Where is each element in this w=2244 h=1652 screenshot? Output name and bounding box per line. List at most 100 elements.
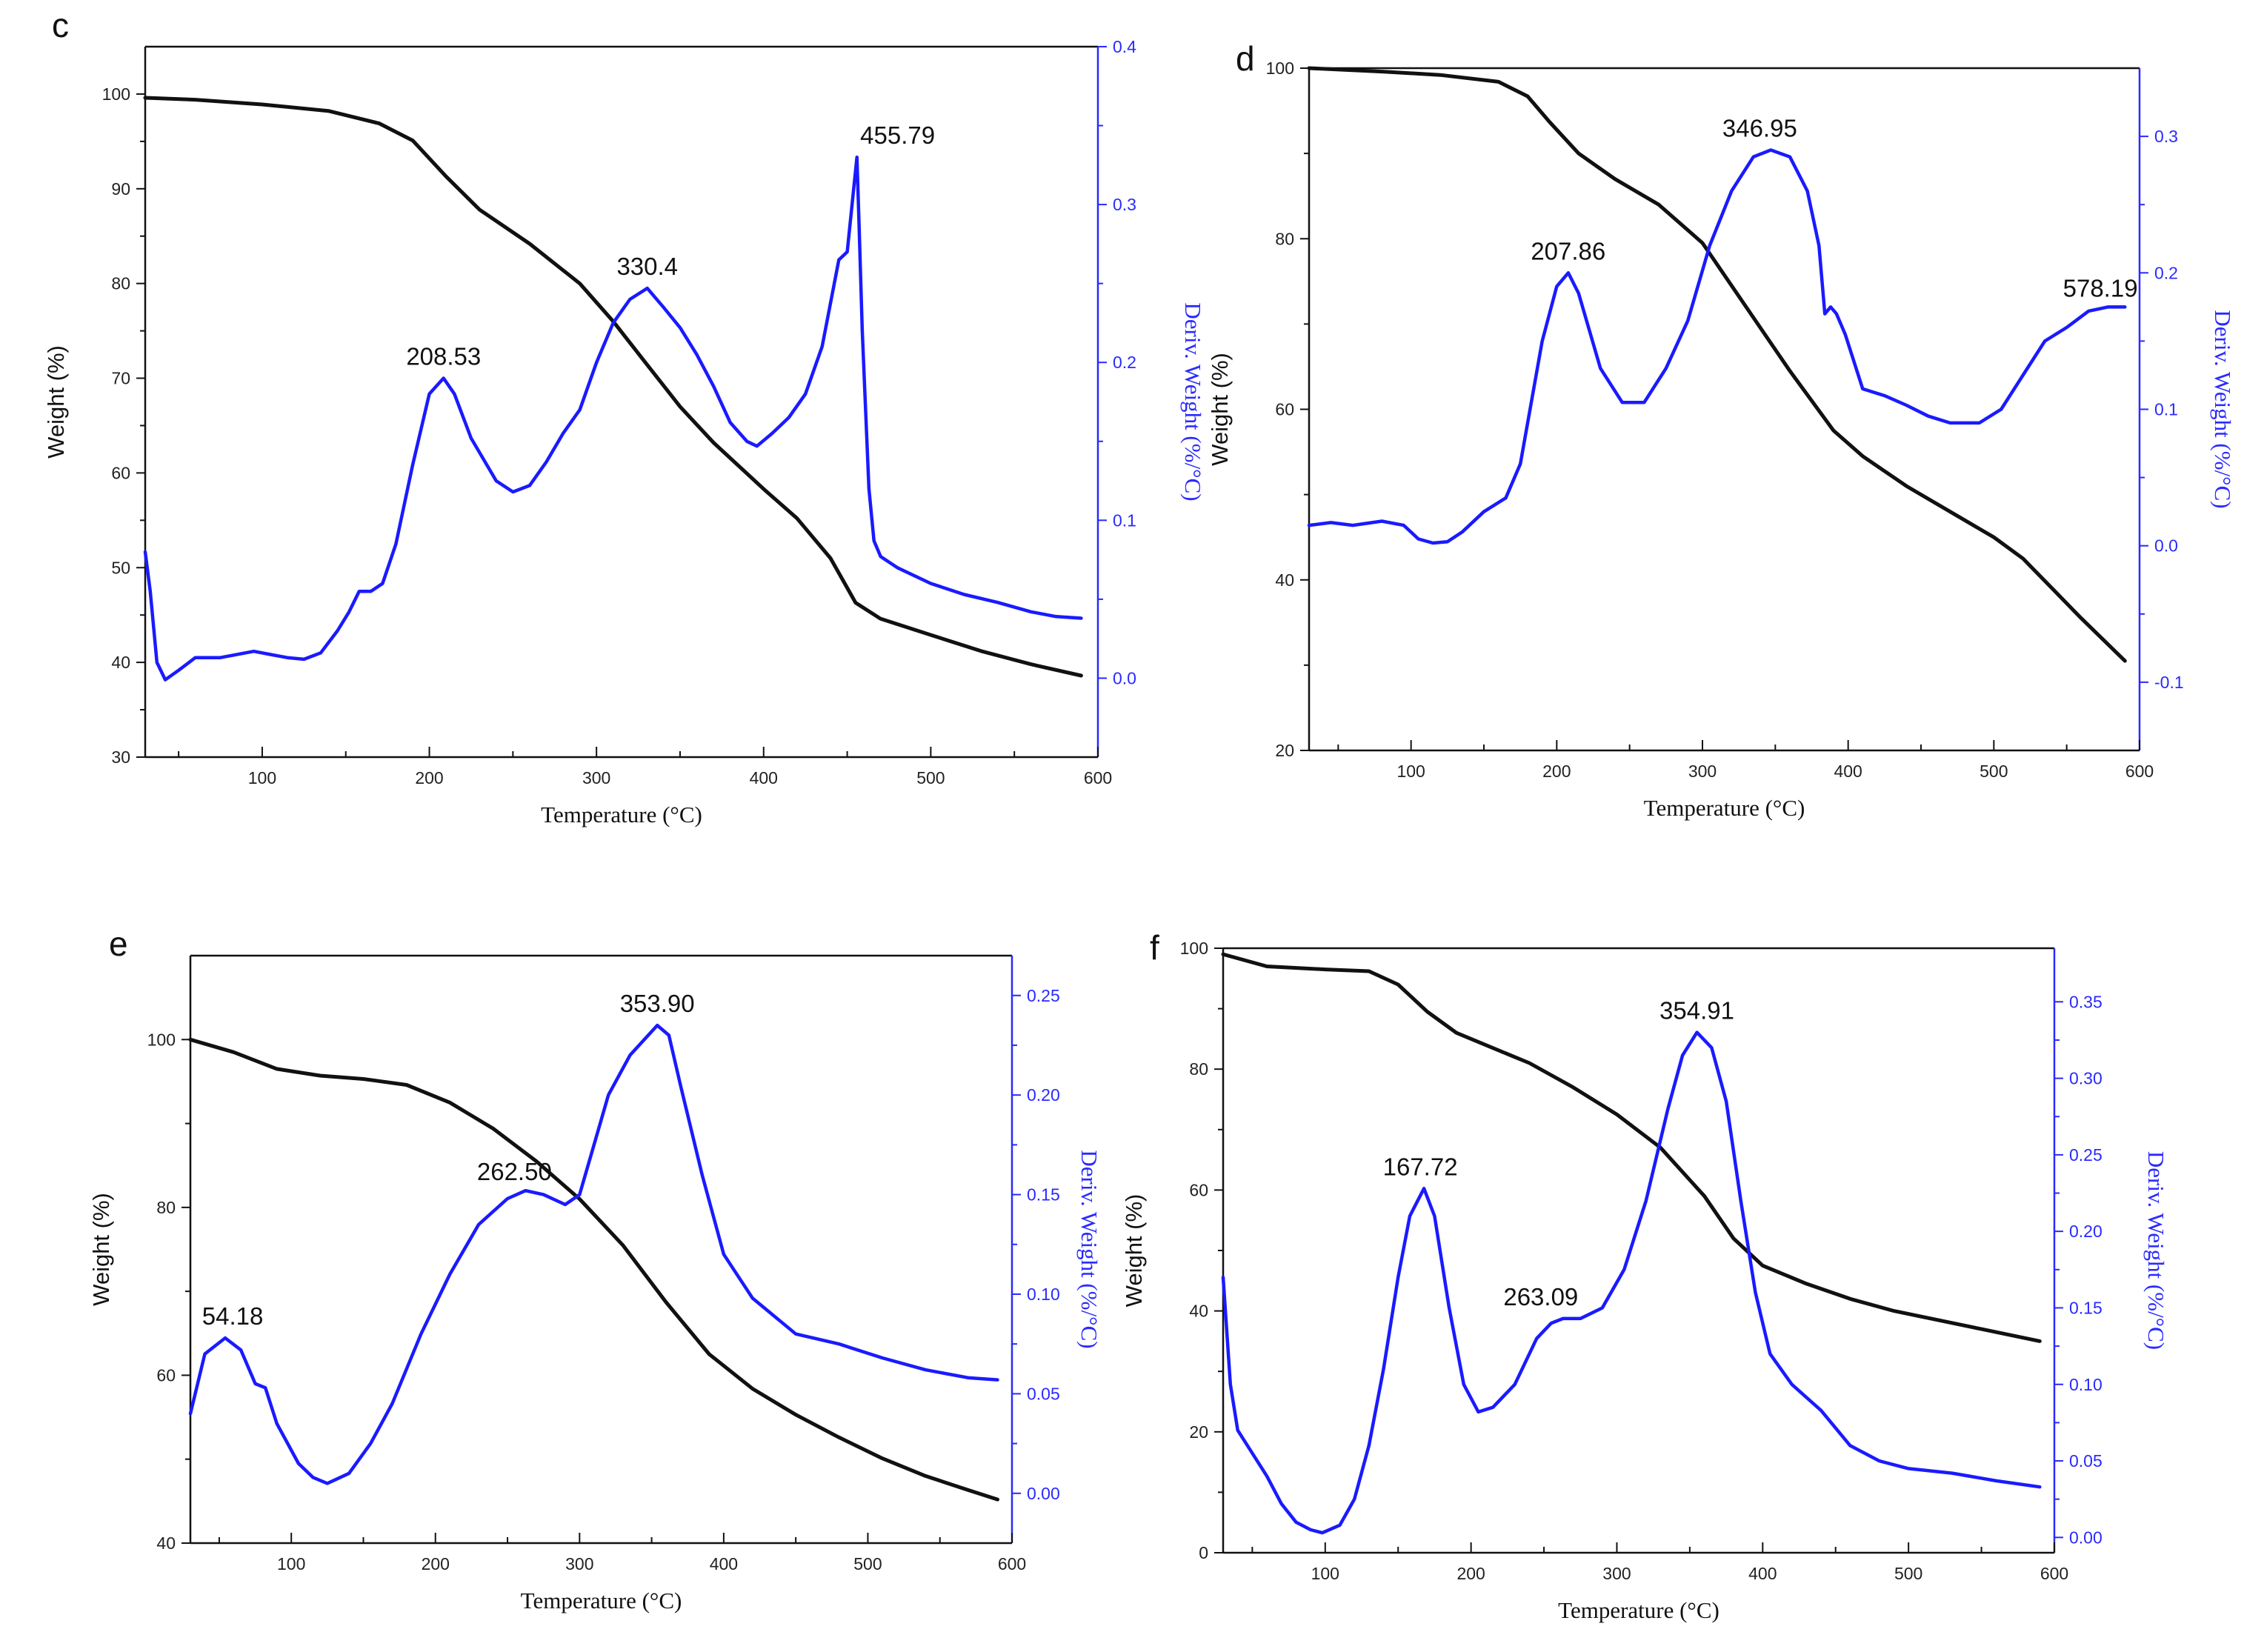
- y-right-tick-label: 0.15: [2069, 1298, 2102, 1317]
- peak-annotation: 354.91: [1659, 997, 1734, 1025]
- x-tick-label: 400: [1748, 1564, 1777, 1583]
- y-right-axis-title: Deriv. Weight (%/°C): [2210, 310, 2236, 508]
- peak-annotation: 263.09: [1503, 1283, 1578, 1310]
- y-left-tick-label: 30: [111, 747, 130, 767]
- y-right-tick-label: 0.30: [2069, 1069, 2102, 1088]
- weight-curve: [188, 1037, 999, 1502]
- x-axis-title: Temperature (°C): [541, 802, 702, 827]
- x-tick-label: 100: [1311, 1564, 1339, 1583]
- y-right-tick-label: 0.0: [2154, 536, 2178, 556]
- y-left-tick-label: 20: [1189, 1422, 1208, 1442]
- y-right-tick-label: 0.3: [1113, 195, 1136, 214]
- x-tick-label: 200: [1456, 1564, 1485, 1583]
- peak-annotation: 578.19: [2063, 274, 2138, 302]
- x-tick-label: 600: [1084, 768, 1112, 787]
- y-left-tick-label: 90: [111, 179, 130, 199]
- y-left-axis-title: Weight (%): [1121, 1194, 1147, 1308]
- y-right-tick-label: 0.2: [2154, 263, 2178, 282]
- peak-annotation: 262.50: [477, 1158, 552, 1185]
- deriv-weight-curve: [1307, 148, 2127, 545]
- y-right-tick-label: 0.4: [1113, 37, 1136, 56]
- x-tick-label: 600: [998, 1554, 1026, 1573]
- chart-panel-f: f 100 200 300 400 500 600 0 20 40 60 80 100 0.00 0.05 0…: [1121, 928, 2169, 1623]
- deriv-weight-curve: [188, 1023, 999, 1485]
- y-right-tick-label: -0.1: [2154, 673, 2184, 692]
- y-right-axis-title: Deriv. Weight (%/°C): [1076, 1150, 1102, 1348]
- y-right-tick-label: 0.15: [1027, 1185, 1060, 1205]
- y-left-tick-label: 60: [111, 463, 130, 482]
- y-left-axis-title: Weight (%): [43, 345, 69, 459]
- x-axis-title: Temperature (°C): [1644, 795, 1805, 821]
- chart-panel-c: c 100 200 300 400 500 600 30 40 50 60 70 80 90 100 0.0 0…: [43, 6, 1206, 827]
- x-tick-label: 300: [565, 1554, 593, 1573]
- y-left-tick-label: 60: [156, 1365, 176, 1385]
- x-tick-label: 500: [853, 1554, 882, 1573]
- y-right-tick-label: 0.0: [1113, 668, 1136, 687]
- x-tick-label: 600: [2040, 1564, 2068, 1583]
- panel-label-e: e: [109, 925, 128, 963]
- y-left-axis-title: Weight (%): [88, 1193, 114, 1306]
- y-right-tick-label: 0.10: [1027, 1285, 1060, 1304]
- y-right-tick-label: 0.20: [1027, 1085, 1060, 1105]
- panel-label-d: d: [1236, 39, 1255, 78]
- weight-curve: [1307, 66, 2127, 663]
- deriv-weight-curve: [1221, 1030, 2042, 1535]
- y-left-tick-label: 40: [1189, 1302, 1208, 1321]
- peak-annotation: 208.53: [406, 343, 481, 370]
- y-left-tick-label: 0: [1199, 1543, 1208, 1562]
- y-left-tick-label: 40: [1275, 570, 1294, 590]
- y-left-tick-label: 60: [1275, 400, 1294, 419]
- y-left-tick-label: 40: [156, 1533, 176, 1553]
- y-right-tick-label: 0.05: [2069, 1451, 2102, 1471]
- x-tick-label: 500: [1894, 1564, 1922, 1583]
- y-right-tick-label: 0.00: [1027, 1484, 1060, 1503]
- x-axis-title: Temperature (°C): [1558, 1597, 1719, 1623]
- x-tick-label: 400: [710, 1554, 738, 1573]
- y-left-tick-label: 100: [1180, 939, 1208, 958]
- chart-panel-d: d 100 200 300 400 500 600 20 40 60 80 100 -0.1 0.0 0.1…: [1207, 39, 2236, 821]
- x-tick-label: 500: [1980, 762, 2008, 781]
- y-right-tick-label: 0.10: [2069, 1375, 2102, 1394]
- peak-annotation: 353.90: [620, 990, 695, 1017]
- x-tick-label: 100: [248, 768, 276, 787]
- y-right-tick-label: 0.35: [2069, 992, 2102, 1011]
- panel-label-f: f: [1150, 928, 1159, 967]
- y-right-tick-label: 0.20: [2069, 1222, 2102, 1241]
- y-left-tick-label: 100: [1266, 59, 1294, 78]
- y-right-axis-title: Deriv. Weight (%/°C): [1180, 302, 1206, 501]
- x-tick-label: 300: [582, 768, 610, 787]
- y-right-axis-title: Deriv. Weight (%/°C): [2143, 1151, 2169, 1350]
- y-left-tick-label: 80: [1189, 1059, 1208, 1079]
- peak-annotation: 346.95: [1722, 115, 1797, 142]
- panel-label-c: c: [52, 6, 69, 44]
- x-tick-label: 200: [1542, 762, 1571, 781]
- peak-annotation: 167.72: [1383, 1153, 1458, 1180]
- peak-annotation: 207.86: [1531, 237, 1605, 264]
- y-right-tick-label: 0.05: [1027, 1384, 1060, 1403]
- x-tick-label: 100: [1396, 762, 1425, 781]
- peak-annotation: 330.4: [616, 253, 678, 280]
- y-left-tick-label: 50: [111, 558, 130, 577]
- y-left-tick-label: 60: [1189, 1180, 1208, 1199]
- x-tick-label: 400: [750, 768, 778, 787]
- y-right-tick-label: 0.00: [2069, 1528, 2102, 1547]
- deriv-weight-curve: [143, 155, 1083, 682]
- peak-annotation: 54.18: [202, 1302, 264, 1330]
- y-left-tick-label: 80: [111, 274, 130, 293]
- peak-annotation: 455.79: [860, 121, 935, 149]
- y-left-tick-label: 100: [102, 84, 130, 104]
- x-axis-title: Temperature (°C): [521, 1588, 682, 1613]
- y-right-tick-label: 0.1: [1113, 510, 1136, 530]
- x-tick-label: 500: [916, 768, 945, 787]
- y-left-tick-label: 100: [147, 1030, 176, 1049]
- y-left-tick-label: 20: [1275, 741, 1294, 760]
- weight-curve: [1221, 952, 2042, 1343]
- chart-panel-e: e 100 200 300 400 500 600 40 60 80 100 0.00 0.05 0.10…: [88, 925, 1102, 1613]
- y-left-tick-label: 80: [156, 1198, 176, 1217]
- x-tick-label: 600: [2125, 762, 2154, 781]
- x-tick-label: 200: [415, 768, 443, 787]
- x-tick-label: 400: [1834, 762, 1862, 781]
- x-tick-label: 200: [422, 1554, 450, 1573]
- y-left-tick-label: 80: [1275, 229, 1294, 248]
